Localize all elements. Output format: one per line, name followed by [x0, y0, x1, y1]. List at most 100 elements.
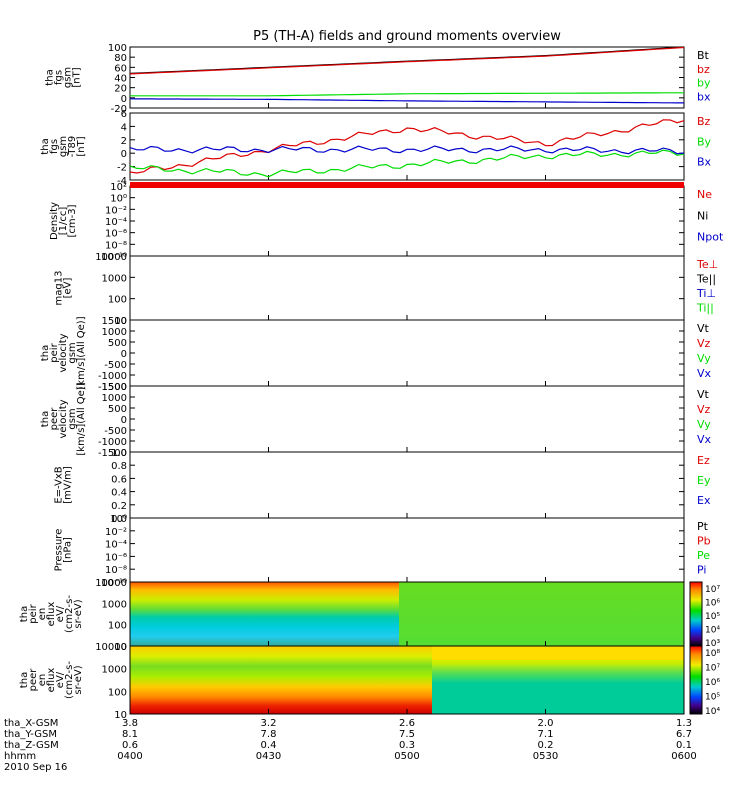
panel-ylabel: tha — [40, 138, 51, 154]
series-line-By — [129, 149, 685, 178]
panel-ylabel: eflux — [46, 602, 57, 627]
spectrogram-block — [130, 646, 432, 714]
panel-ylabel: Density — [49, 202, 60, 240]
panel-ylabel: (cm2-s- — [64, 595, 75, 633]
y-tick-label: -20 — [111, 104, 127, 115]
y-tick-label: 100 — [108, 295, 127, 306]
panel-ylabel: [km/s](All Qe)] — [76, 316, 87, 389]
y-tick-label: -1000 — [98, 437, 127, 448]
y-tick-label: 1000 — [102, 327, 127, 338]
y-tick-label: 1000 — [102, 273, 127, 284]
y-tick-label: 0 — [121, 415, 127, 426]
orbit-value: 1.3 — [676, 718, 692, 729]
legend-entry: Ne — [697, 188, 712, 201]
legend-entry: Pe — [697, 549, 710, 562]
colorbar-label: 10⁶ — [705, 678, 720, 688]
y-tick-label: 10⁰ — [110, 194, 127, 205]
legend-entry: Vy — [697, 352, 711, 365]
panel-ylabel: [cm-3] — [67, 204, 78, 237]
panel-ylabel: velocity — [58, 399, 69, 438]
panel-ylabel: [1/cc] — [58, 207, 69, 236]
panel-ylabel: gsm — [67, 408, 78, 429]
orbit-value: 3.2 — [261, 718, 277, 729]
y-tick-label: 0.2 — [111, 501, 127, 512]
y-tick-label: 1000 — [102, 665, 127, 676]
legend-entry: Pt — [697, 520, 709, 533]
y-tick-label: 100 — [108, 43, 127, 54]
y-tick-label: 500 — [108, 404, 127, 415]
y-tick-label: 100 — [108, 621, 127, 632]
legend-entry: Te⊥ — [696, 258, 718, 271]
y-tick-label: 10⁻⁸ — [105, 565, 127, 576]
y-tick-label: 10000 — [95, 642, 127, 653]
orbit-value: 0.4 — [261, 740, 277, 751]
colorbar-label: 10³ — [705, 639, 720, 649]
panel-ylabel: eV/ — [55, 671, 66, 688]
y-tick-label: -500 — [104, 426, 127, 437]
legend-entry: Ti|| — [696, 302, 714, 315]
panel-ylabel: peer — [49, 407, 60, 431]
y-tick-label: 80 — [114, 53, 127, 64]
legend-entry: Vt — [697, 388, 710, 401]
colorbar-label: 10⁴ — [705, 626, 720, 636]
y-tick-label: 10⁻⁴ — [105, 217, 127, 228]
panel-ylabel: [nPa] — [63, 537, 74, 563]
series-line-by — [130, 92, 684, 97]
y-tick-label: -4 — [117, 176, 127, 187]
panel-ylabel: [eV] — [63, 278, 74, 299]
plot-title: P5 (TH-A) fields and ground moments over… — [253, 29, 561, 44]
colorbar-label: 10⁷ — [705, 585, 720, 595]
y-tick-label: 10000 — [95, 252, 127, 263]
y-tick-label: 1500 — [102, 382, 127, 393]
panel-ylabel: fgs — [54, 70, 65, 85]
y-tick-label: 1500 — [102, 316, 127, 327]
panel-ylabel: sr-eV) — [73, 599, 84, 628]
orbit-value: 8.1 — [122, 729, 138, 740]
legend-entry: Pi — [697, 564, 706, 577]
panel-ylabel: [mV/m] — [63, 466, 74, 504]
panel-ylabel: en — [37, 674, 48, 687]
panel-frame — [129, 319, 685, 387]
series-line-bx — [129, 98, 684, 104]
legend-entry: Npot — [697, 231, 724, 244]
panel-frame — [129, 451, 685, 519]
panel-ylabel: [nT] — [72, 67, 83, 87]
legend-entry: by — [697, 77, 711, 90]
y-tick-label: 100 — [108, 687, 127, 698]
y-tick-label: -1500 — [98, 382, 127, 393]
y-tick-label: 10⁰ — [110, 514, 127, 525]
legend-entry: Vx — [697, 367, 712, 380]
orbit-value: 7.5 — [399, 729, 415, 740]
colorbar — [689, 645, 703, 715]
panel-frame — [129, 185, 685, 257]
panel-ylabel: Pressure — [54, 529, 65, 572]
legend-entry: Vy — [697, 418, 711, 431]
y-tick-label: 1000 — [102, 599, 127, 610]
panel-ylabel: peer — [28, 668, 39, 692]
orbit-value: 0.2 — [538, 740, 554, 751]
panel-ylabel: -T89 — [67, 136, 78, 158]
spectrogram-block — [399, 582, 684, 646]
legend-entry: Ex — [697, 494, 711, 507]
spectrogram-block — [130, 582, 399, 646]
panel-ylabel: eV/ — [55, 605, 66, 622]
legend-entry: Ey — [697, 474, 711, 487]
legend-entry: Bt — [697, 49, 710, 62]
y-tick-label: -1500 — [98, 448, 127, 459]
panel-ylabel: tha — [40, 345, 51, 361]
y-tick-label: 10⁻⁶ — [105, 229, 127, 240]
orbit-value: 0.3 — [399, 740, 415, 751]
orbit-value: 0530 — [533, 751, 558, 762]
orbit-value: 7.8 — [261, 729, 277, 740]
y-tick-label: 0 — [121, 349, 127, 360]
orbit-value: 7.1 — [538, 729, 554, 740]
colorbar-label: 10⁷ — [705, 664, 720, 674]
y-tick-label: 60 — [114, 63, 127, 74]
y-tick-label: 10⁻² — [105, 527, 127, 538]
legend-entry: Bx — [697, 156, 712, 169]
panel-ylabel: eflux — [46, 668, 57, 693]
panel-ylabel: tha — [19, 606, 30, 622]
orbit-label: tha_X-GSM — [4, 718, 58, 729]
colorbar-label: 10⁴ — [705, 707, 720, 717]
colorbar-label: 10⁸ — [705, 649, 720, 659]
